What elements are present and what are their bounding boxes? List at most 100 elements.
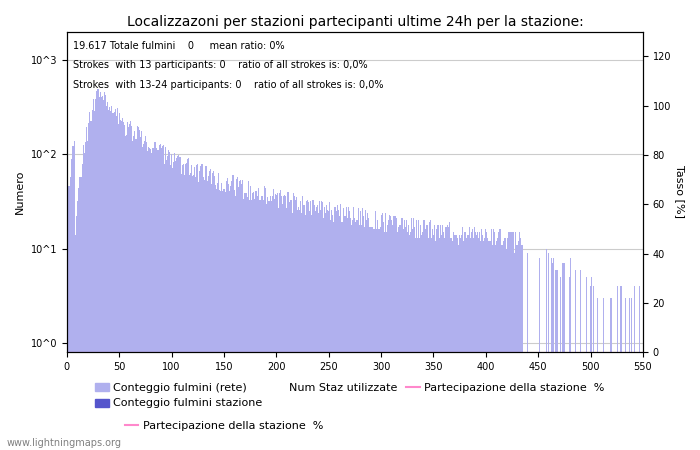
Bar <box>107 102 108 450</box>
Bar <box>82 164 83 450</box>
Bar <box>563 263 564 450</box>
Bar <box>426 225 428 450</box>
Bar <box>483 241 484 450</box>
Bar <box>117 108 118 450</box>
Bar <box>146 142 147 450</box>
Bar <box>208 176 209 450</box>
Bar <box>211 184 212 450</box>
Bar <box>302 196 303 450</box>
Bar <box>363 216 364 450</box>
Bar <box>437 225 438 450</box>
Bar <box>213 171 214 450</box>
Bar <box>342 222 343 450</box>
Bar <box>309 211 310 450</box>
Bar <box>381 215 382 450</box>
Bar <box>113 112 115 450</box>
Bar <box>237 177 238 450</box>
Bar <box>624 298 626 450</box>
Bar <box>620 286 622 450</box>
Bar <box>166 160 167 450</box>
Bar <box>370 227 371 450</box>
Bar <box>451 238 452 450</box>
Bar <box>383 222 384 450</box>
Bar <box>73 146 74 450</box>
Bar <box>162 144 164 450</box>
Bar <box>474 227 475 450</box>
Bar <box>326 205 327 450</box>
Bar <box>141 131 142 450</box>
Bar <box>277 193 278 450</box>
Bar <box>499 230 500 450</box>
Bar <box>193 175 194 450</box>
Bar <box>362 208 363 450</box>
Bar <box>435 241 436 450</box>
Bar <box>487 238 489 450</box>
Bar <box>303 205 304 450</box>
Bar <box>99 97 100 450</box>
Bar <box>274 198 275 450</box>
Bar <box>124 125 125 450</box>
Bar <box>169 152 170 450</box>
Bar <box>410 232 411 450</box>
Bar <box>195 177 196 450</box>
Bar <box>346 207 347 450</box>
Bar <box>318 201 320 450</box>
Bar <box>122 118 123 450</box>
Bar <box>506 249 507 450</box>
Bar <box>320 210 321 450</box>
Bar <box>284 195 286 450</box>
Bar <box>569 277 570 450</box>
Bar <box>204 166 206 450</box>
Bar <box>191 165 192 450</box>
Bar <box>388 220 389 450</box>
Bar <box>393 216 394 450</box>
Bar <box>373 230 374 450</box>
Bar <box>432 230 433 450</box>
Bar <box>521 245 522 450</box>
Bar <box>351 225 352 450</box>
Bar <box>242 180 244 450</box>
Bar <box>103 100 104 450</box>
Bar <box>458 245 459 450</box>
Bar <box>367 213 368 450</box>
Bar <box>473 238 474 450</box>
Bar <box>173 162 174 450</box>
Bar <box>106 106 107 450</box>
Bar <box>341 222 342 450</box>
Title: Localizzazoni per stazioni partecipanti ultime 24h per la stazione:: Localizzazoni per stazioni partecipanti … <box>127 15 583 29</box>
Bar <box>466 238 468 450</box>
Bar <box>460 238 461 450</box>
Bar <box>77 201 78 450</box>
Bar <box>94 112 95 450</box>
Bar <box>337 210 339 450</box>
Bar <box>67 230 69 450</box>
Bar <box>404 220 405 450</box>
Bar <box>160 148 162 450</box>
Bar <box>200 166 202 450</box>
Bar <box>374 230 375 450</box>
Bar <box>116 116 117 450</box>
Bar <box>148 147 149 450</box>
Bar <box>289 202 290 450</box>
Bar <box>447 227 449 450</box>
Bar <box>167 156 168 450</box>
Bar <box>402 230 404 450</box>
Bar <box>344 216 345 450</box>
Bar <box>454 235 455 450</box>
Bar <box>443 232 444 450</box>
Bar <box>406 220 407 450</box>
Bar <box>260 200 261 450</box>
Bar <box>484 238 485 450</box>
Bar <box>132 141 134 450</box>
Bar <box>190 173 191 450</box>
Bar <box>366 220 367 450</box>
Bar <box>293 196 295 450</box>
Bar <box>419 238 420 450</box>
Bar <box>281 196 282 450</box>
Bar <box>539 258 540 450</box>
Bar <box>236 179 237 450</box>
Bar <box>100 92 101 450</box>
Bar <box>220 191 221 450</box>
Bar <box>597 298 598 450</box>
Bar <box>464 232 466 450</box>
